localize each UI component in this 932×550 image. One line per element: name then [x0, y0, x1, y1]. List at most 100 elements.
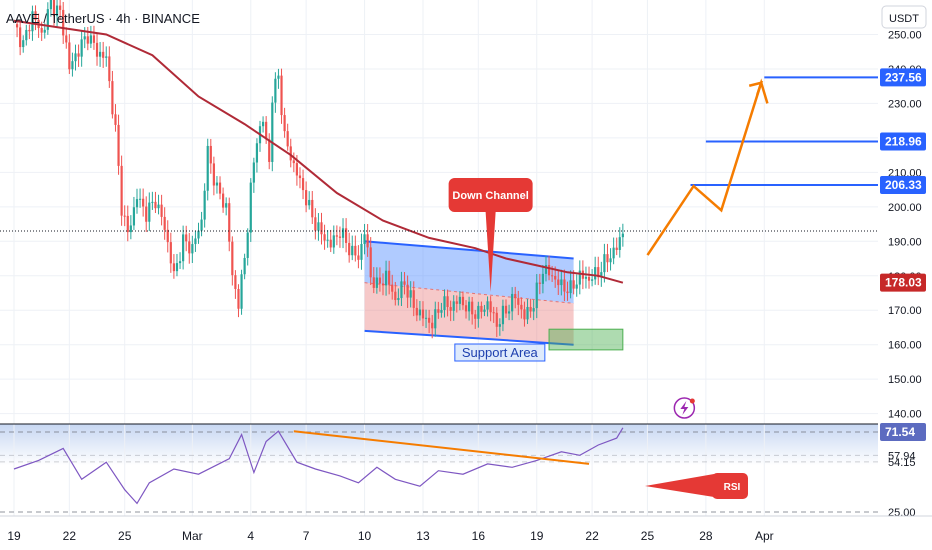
candle-body	[397, 298, 400, 301]
candle-body	[46, 9, 49, 30]
candle-body	[308, 199, 311, 206]
projection-path	[646, 78, 769, 256]
candle-body	[418, 309, 421, 316]
candle-body	[517, 298, 520, 305]
candle-body	[142, 198, 145, 207]
candle-body	[89, 35, 92, 44]
candle-body	[126, 215, 129, 233]
candle-body	[587, 276, 591, 281]
price-badge-label: 218.96	[885, 134, 922, 148]
candle-body	[77, 53, 80, 57]
candle-body	[443, 296, 446, 311]
candle-body	[15, 24, 19, 28]
candle-body	[421, 309, 425, 319]
candle-body	[452, 301, 455, 311]
rsi-line	[13, 427, 624, 505]
time-tick-label: 25	[118, 529, 132, 543]
candle-body	[468, 301, 471, 312]
candle-body	[621, 233, 624, 238]
candle-body	[384, 270, 388, 286]
candle-body	[154, 201, 157, 209]
candle-body	[560, 279, 563, 286]
candle-body	[501, 305, 505, 325]
chart-title: AAVE / TetherUS · 4h · BINANCE	[6, 11, 200, 26]
price-tick-label: 170.00	[888, 305, 922, 317]
candle-body	[283, 115, 286, 132]
candle-body	[166, 229, 169, 243]
candle-body	[55, 5, 59, 17]
candle-body	[311, 199, 314, 218]
candle-body	[175, 263, 179, 272]
candle-body	[329, 239, 332, 248]
candle-body	[446, 296, 449, 308]
time-tick-label: 4	[247, 529, 254, 543]
candle-body	[461, 296, 465, 306]
candle-body	[99, 51, 102, 57]
candle-body	[486, 301, 489, 310]
candle-body	[286, 131, 289, 147]
candle-body	[584, 276, 588, 279]
candle-body	[225, 203, 228, 208]
candle-body	[507, 311, 511, 314]
candle-body	[412, 290, 415, 308]
candle-body	[298, 175, 302, 179]
candle-body	[295, 163, 298, 176]
price-tick-label: 250.00	[888, 29, 922, 41]
candle-body	[403, 281, 406, 285]
candle-body	[363, 234, 366, 244]
candle-body	[526, 306, 529, 320]
candle-body	[261, 121, 265, 127]
candle-body	[547, 264, 551, 276]
projection-arrowhead	[748, 80, 764, 96]
candle-body	[464, 305, 468, 312]
rsi-value-badge	[880, 423, 926, 441]
candle-body	[474, 314, 477, 319]
candle-body	[566, 291, 569, 294]
candle-body	[22, 40, 25, 48]
candle-body	[440, 310, 443, 313]
time-tick-label: 7	[303, 529, 310, 543]
candle-body	[249, 182, 252, 233]
lightning-dot	[689, 398, 695, 404]
candle-body	[197, 230, 200, 239]
candle-body	[277, 75, 280, 79]
candle-body	[317, 222, 320, 231]
candle-body	[92, 35, 96, 43]
candle-body	[609, 258, 612, 263]
candle-body	[603, 254, 606, 273]
rsi-callout-label: RSI	[724, 482, 741, 493]
down-channel-callout	[448, 178, 533, 212]
candle-body	[243, 257, 246, 275]
price-tick-label: 160.00	[888, 340, 922, 352]
candle-body	[314, 217, 317, 231]
candle-body	[95, 42, 99, 57]
candle-body	[49, 0, 52, 10]
candle-body	[388, 270, 391, 285]
time-tick-label: 19	[7, 529, 21, 543]
candle-body	[120, 165, 123, 216]
candle-body	[618, 237, 621, 250]
candle-body	[544, 264, 548, 274]
currency-label: USDT	[889, 13, 919, 25]
candle-body	[495, 312, 498, 327]
candle-body	[280, 75, 283, 116]
price-tick-label: 140.00	[888, 409, 922, 421]
candle-body	[43, 29, 46, 33]
candle-body	[458, 296, 461, 304]
candle-body	[237, 288, 240, 309]
candle-body	[572, 280, 575, 289]
time-tick-label: Apr	[755, 529, 774, 543]
candle-body	[215, 182, 219, 186]
candle-body	[514, 293, 517, 299]
candle-body	[415, 307, 418, 316]
candle-body	[520, 304, 523, 310]
price-badge	[880, 68, 926, 87]
candle-body	[332, 235, 335, 248]
time-tick-label: 16	[472, 529, 486, 543]
time-tick-label: Mar	[182, 529, 203, 543]
candle-body	[557, 279, 560, 286]
candle-body	[541, 273, 544, 284]
candle-body	[59, 5, 62, 10]
candle-body	[341, 228, 345, 238]
candle-body	[123, 215, 126, 217]
